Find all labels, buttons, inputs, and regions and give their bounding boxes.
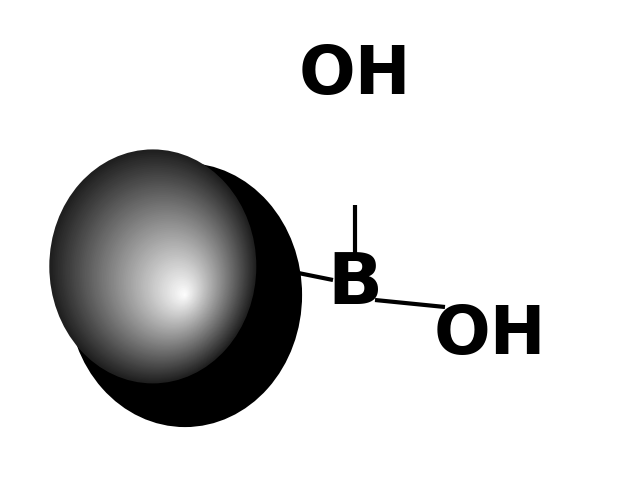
Ellipse shape [166, 275, 195, 307]
Ellipse shape [146, 253, 205, 320]
Ellipse shape [119, 224, 220, 338]
Ellipse shape [138, 244, 210, 326]
Ellipse shape [95, 198, 232, 354]
Ellipse shape [173, 282, 191, 303]
Ellipse shape [156, 264, 200, 314]
Ellipse shape [120, 226, 219, 337]
Ellipse shape [112, 217, 223, 342]
Ellipse shape [70, 165, 300, 425]
Ellipse shape [68, 170, 246, 371]
Ellipse shape [180, 289, 188, 298]
Ellipse shape [141, 248, 208, 324]
Ellipse shape [88, 191, 236, 358]
Ellipse shape [83, 186, 239, 361]
Ellipse shape [78, 180, 241, 365]
Ellipse shape [163, 271, 196, 309]
Ellipse shape [122, 228, 218, 336]
Ellipse shape [104, 207, 228, 348]
Ellipse shape [182, 291, 187, 297]
Ellipse shape [124, 229, 217, 335]
Ellipse shape [51, 151, 255, 382]
Ellipse shape [132, 239, 212, 329]
Ellipse shape [102, 206, 228, 349]
Ellipse shape [148, 255, 205, 319]
Ellipse shape [67, 168, 248, 372]
Ellipse shape [107, 211, 226, 346]
Ellipse shape [63, 164, 249, 375]
Ellipse shape [58, 159, 252, 378]
Ellipse shape [81, 184, 239, 363]
Ellipse shape [161, 270, 198, 310]
Ellipse shape [99, 202, 230, 352]
Ellipse shape [154, 262, 201, 315]
Ellipse shape [159, 268, 198, 311]
Ellipse shape [140, 246, 209, 325]
Text: OH: OH [434, 302, 547, 368]
Ellipse shape [183, 293, 186, 296]
Ellipse shape [80, 182, 240, 364]
Ellipse shape [105, 209, 227, 347]
Ellipse shape [170, 279, 193, 305]
Ellipse shape [115, 220, 221, 340]
Ellipse shape [110, 215, 224, 343]
Ellipse shape [129, 235, 214, 331]
Ellipse shape [86, 189, 237, 359]
Ellipse shape [168, 277, 194, 306]
Ellipse shape [164, 273, 196, 308]
Ellipse shape [172, 280, 192, 304]
Ellipse shape [54, 155, 253, 380]
Ellipse shape [175, 284, 190, 302]
Ellipse shape [52, 153, 255, 381]
Ellipse shape [136, 242, 211, 327]
Ellipse shape [149, 257, 204, 318]
Ellipse shape [85, 188, 237, 360]
Ellipse shape [143, 250, 207, 323]
Ellipse shape [117, 222, 221, 339]
Ellipse shape [70, 171, 246, 370]
Ellipse shape [125, 231, 216, 334]
Ellipse shape [144, 251, 206, 321]
Ellipse shape [127, 233, 215, 332]
Ellipse shape [114, 218, 223, 342]
Ellipse shape [109, 213, 225, 345]
Ellipse shape [56, 157, 253, 379]
Ellipse shape [134, 240, 212, 328]
Ellipse shape [100, 204, 230, 350]
Ellipse shape [97, 200, 231, 353]
Text: B: B [328, 251, 383, 319]
Ellipse shape [178, 288, 189, 299]
Ellipse shape [49, 149, 256, 383]
Ellipse shape [93, 197, 233, 354]
Ellipse shape [61, 162, 250, 376]
Ellipse shape [158, 266, 199, 313]
Ellipse shape [71, 173, 244, 369]
Ellipse shape [76, 179, 242, 366]
Ellipse shape [177, 286, 189, 300]
Ellipse shape [73, 175, 244, 368]
Ellipse shape [60, 160, 251, 377]
Ellipse shape [92, 195, 234, 356]
Ellipse shape [75, 177, 243, 367]
Ellipse shape [65, 166, 248, 374]
Text: OH: OH [299, 42, 412, 108]
Ellipse shape [151, 259, 203, 317]
Ellipse shape [90, 193, 235, 357]
Ellipse shape [153, 261, 202, 316]
Ellipse shape [131, 237, 214, 331]
